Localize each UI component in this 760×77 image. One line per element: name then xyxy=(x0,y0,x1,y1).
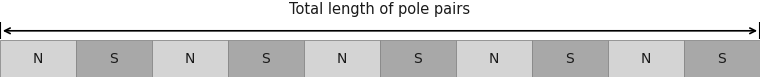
Text: S: S xyxy=(413,52,423,66)
Text: S: S xyxy=(565,52,575,66)
Text: N: N xyxy=(33,52,43,66)
Text: Total length of pole pairs: Total length of pole pairs xyxy=(290,2,470,17)
Bar xyxy=(684,40,760,77)
Text: N: N xyxy=(185,52,195,66)
Text: S: S xyxy=(261,52,271,66)
Bar xyxy=(228,40,304,77)
Bar xyxy=(304,40,380,77)
Bar xyxy=(152,40,228,77)
Bar xyxy=(456,40,532,77)
Text: N: N xyxy=(641,52,651,66)
Text: N: N xyxy=(337,52,347,66)
Bar xyxy=(0,40,76,77)
Bar xyxy=(608,40,684,77)
Text: N: N xyxy=(489,52,499,66)
Bar xyxy=(532,40,608,77)
Text: S: S xyxy=(717,52,727,66)
Text: S: S xyxy=(109,52,119,66)
Bar xyxy=(380,40,456,77)
Bar xyxy=(76,40,152,77)
